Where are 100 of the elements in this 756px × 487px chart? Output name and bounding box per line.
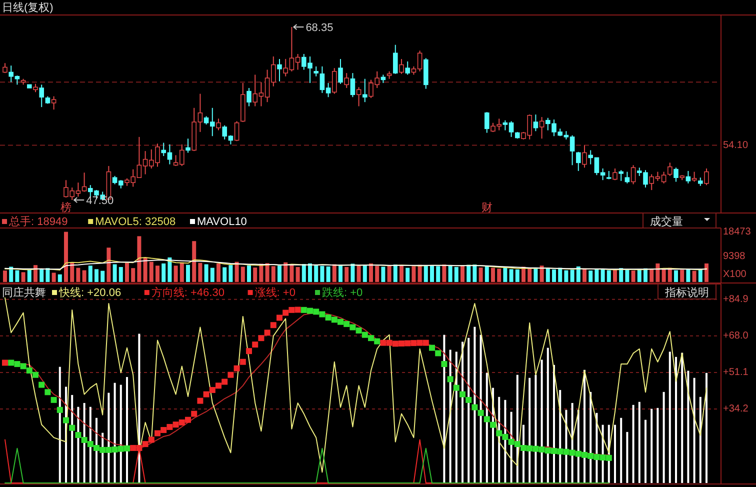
bar [406,268,410,282]
bar [466,264,471,282]
bar [632,404,634,483]
bar [430,265,434,282]
bar [314,264,318,282]
bar [296,267,300,282]
candlestick [338,58,343,84]
text: 成交量 [650,215,683,228]
bar [472,264,477,282]
bar [594,268,599,282]
bar [540,266,544,282]
candlestick [356,86,362,107]
bar [234,262,239,282]
bar [528,268,532,282]
bar [674,270,678,282]
candlestick [618,170,624,182]
bar [687,370,690,483]
text: 榜 [60,201,72,214]
y-tick-label: +68.0 [723,330,749,342]
bar [204,264,208,282]
candlestick [692,171,697,182]
bar [210,268,214,282]
legend-label: 快线: +20.06 [58,286,122,299]
candlestick [686,170,691,184]
bar [626,432,628,483]
bar [168,257,172,282]
bar [656,263,660,282]
bar [137,236,142,282]
bar [478,268,483,282]
bar [644,420,646,483]
candlestick [314,66,318,77]
bar [344,267,349,282]
bar [546,268,550,282]
candlestick [484,112,490,134]
chart-title: 同庄共舞 [2,286,46,299]
candlestick [350,72,356,98]
bar [88,266,92,282]
legend-label: 跌线: +0 [322,286,363,299]
bar [198,262,202,282]
candlestick [399,58,404,74]
ref-line-label: 54.10 [723,140,748,151]
bar [332,264,336,282]
bar [699,396,702,483]
bar [271,266,276,282]
bar [265,263,270,282]
candlestick [533,114,538,132]
candlestick [612,168,618,181]
bar [15,270,20,282]
bar [400,266,404,282]
bar [290,264,294,282]
bar [320,266,324,282]
bar [40,269,44,282]
bar [228,265,233,282]
bar [588,270,593,282]
bar [131,268,136,282]
bar [94,269,98,282]
bar [82,270,86,282]
bar [58,274,62,282]
chart-title: 日线(复权) [2,1,54,14]
y-axis-title: X100 [723,269,747,280]
bar [614,424,616,483]
bar [448,265,452,282]
bar [606,270,611,282]
legend-label: 涨线: +0 [254,286,296,299]
bar [418,264,422,282]
bar [582,268,586,282]
bar [454,267,458,282]
bar [692,270,696,282]
bar [656,408,659,483]
bar [637,268,642,282]
bar [704,263,708,282]
bar [162,263,166,282]
bar [625,270,630,282]
y-tick-label: 9398 [723,251,746,262]
bar [381,266,386,282]
y-tick-label: 18473 [723,226,752,238]
bar [186,264,190,282]
bar [356,266,361,282]
bar [650,269,654,282]
bar [180,262,184,282]
bar [143,258,148,282]
candlestick [576,151,581,172]
bar [192,241,196,282]
bar [106,248,111,282]
y-tick-label: +34.2 [723,404,749,415]
bar [350,264,355,282]
candlestick [582,144,587,168]
candlestick [624,171,630,184]
bar [240,266,245,282]
bar [558,268,562,282]
bar [662,392,665,483]
y-tick-label: +84.9 [723,294,749,305]
legend-label: MAVOL5: 32508 [95,216,176,228]
bar [149,262,154,282]
bar [680,270,684,282]
bar [222,267,227,282]
candlestick [2,62,8,74]
bar [564,270,568,282]
bar [156,266,160,282]
candlestick [186,138,190,154]
